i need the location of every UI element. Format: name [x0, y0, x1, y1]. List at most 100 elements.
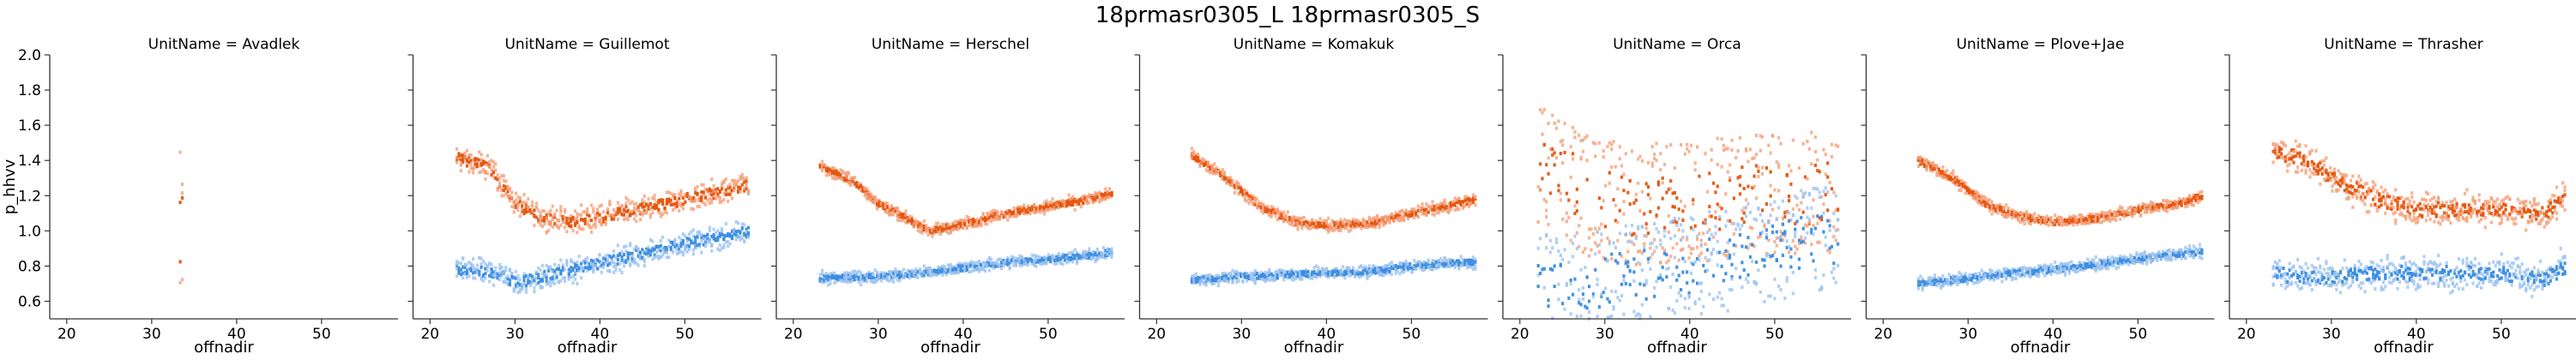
heatmap-cell [1262, 207, 1265, 212]
heatmap-cell [533, 208, 536, 213]
heatmap-cell [969, 269, 973, 273]
heatmap-cell [1404, 266, 1408, 270]
heatmap-cell [908, 270, 912, 274]
heatmap-cell [866, 273, 869, 276]
heatmap-cell [498, 271, 502, 275]
heatmap-cell [1673, 166, 1676, 170]
heatmap-cell [823, 280, 826, 285]
heatmap-cell [1282, 278, 1286, 282]
heatmap-cell [835, 177, 838, 181]
heatmap-cell [673, 196, 677, 200]
heatmap-cell [1314, 264, 1318, 268]
heatmap-cell [1280, 216, 1283, 220]
heatmap-cell [1610, 165, 1614, 169]
heatmap-cell [943, 271, 946, 275]
heatmap-cell [835, 170, 838, 174]
heatmap-cell [1215, 277, 1218, 281]
heatmap-cell [655, 250, 659, 255]
heatmap-cell [1581, 292, 1585, 297]
heatmap-cell [1088, 255, 1091, 260]
heatmap-cell [669, 191, 673, 195]
panel-title: UnitName = Avadlek [148, 36, 300, 53]
heatmap-cell [551, 280, 554, 285]
heatmap-cell [1092, 194, 1095, 197]
heatmap-cell [1206, 273, 1210, 278]
heatmap-cell [1264, 270, 1267, 274]
heatmap-cell [1317, 269, 1320, 273]
heatmap-cell [931, 268, 934, 273]
heatmap-cell [959, 261, 962, 266]
heatmap-cell [455, 158, 459, 162]
heatmap-cell [514, 276, 518, 280]
heatmap-cell [708, 240, 711, 244]
heatmap-cell [743, 239, 746, 243]
heatmap-cell [1447, 258, 1451, 262]
heatmap-cell [530, 274, 534, 279]
heatmap-cell [896, 207, 899, 212]
heatmap-cell [1379, 216, 1384, 220]
heatmap-cell [1437, 264, 1440, 268]
heatmap-cell [1069, 203, 1072, 207]
heatmap-cell [504, 266, 508, 269]
heatmap-cell [894, 209, 897, 213]
heatmap-cell [675, 248, 679, 252]
heatmap-cell [1366, 225, 1369, 230]
heatmap-cell [1803, 223, 1807, 227]
heatmap-cell [540, 225, 544, 229]
heatmap-cell [916, 229, 920, 232]
heatmap-cell [1382, 223, 1385, 227]
heatmap-cell [1699, 251, 1703, 255]
heatmap-cell [1640, 189, 1644, 194]
heatmap-cell [1610, 142, 1614, 147]
heatmap-cell [1441, 262, 1445, 267]
heatmap-cell [1594, 141, 1597, 146]
heatmap-cell [549, 267, 552, 271]
heatmap-cell [1243, 198, 1246, 202]
heatmap-cell [1349, 224, 1353, 228]
heatmap-cell [920, 225, 924, 229]
heatmap-cell [1536, 264, 1540, 267]
heatmap-cell [1655, 159, 1658, 163]
heatmap-cell [653, 255, 656, 260]
heatmap-cell [1465, 266, 1469, 270]
heatmap-cell [916, 275, 920, 279]
heatmap-cell [1807, 220, 1811, 225]
heatmap-cell [1734, 243, 1738, 248]
heatmap-cell [1026, 262, 1030, 267]
heatmap-cell [1237, 185, 1240, 189]
heatmap-cell [820, 159, 824, 164]
heatmap-cell [987, 255, 991, 260]
heatmap-cell [1294, 216, 1298, 220]
heatmap-cell [576, 281, 579, 285]
heatmap-cell [1085, 250, 1089, 255]
heatmap-cell [457, 271, 461, 275]
heatmap-cell [1634, 237, 1638, 240]
heatmap-cell [1622, 274, 1626, 279]
heatmap-cell [1225, 279, 1228, 283]
heatmap-cell [721, 181, 724, 185]
heatmap-cell [938, 231, 942, 235]
heatmap-cell [1258, 205, 1261, 209]
heatmap-cell [892, 279, 896, 284]
heatmap-cell [681, 207, 685, 211]
heatmap-cell [1581, 250, 1585, 254]
heatmap-cell [1649, 255, 1652, 260]
heatmap-cell [745, 230, 748, 233]
heatmap-cell [1646, 193, 1650, 197]
heatmap-cell [1354, 273, 1357, 278]
heatmap-cell [867, 275, 871, 279]
heatmap-cell [1252, 272, 1255, 276]
heatmap-cell [722, 237, 726, 241]
heatmap-cell [861, 186, 865, 190]
heatmap-cell [571, 215, 575, 219]
heatmap-cell [1241, 189, 1245, 193]
heatmap-cell [1469, 258, 1473, 262]
heatmap-cell [1425, 212, 1428, 216]
heatmap-cell [1227, 179, 1230, 183]
heatmap-cell [1039, 207, 1042, 211]
heatmap-cell [684, 248, 687, 252]
heatmap-cell [1094, 197, 1097, 201]
heatmap-cell [894, 273, 897, 278]
heatmap-cell [1616, 220, 1620, 225]
